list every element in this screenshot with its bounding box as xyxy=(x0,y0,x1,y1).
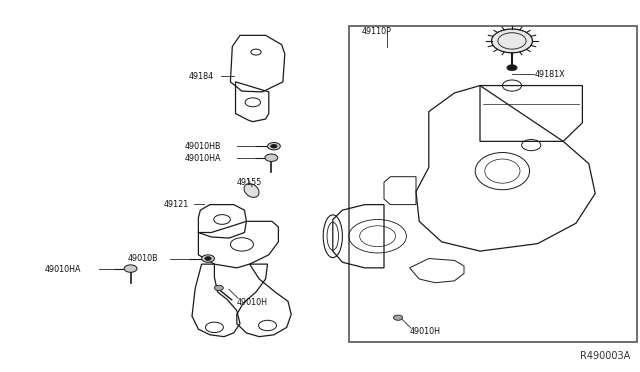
Circle shape xyxy=(271,144,277,148)
Circle shape xyxy=(394,315,403,320)
Text: 49010HA: 49010HA xyxy=(184,154,221,163)
Text: 49010HB: 49010HB xyxy=(184,142,221,151)
Circle shape xyxy=(268,142,280,150)
Text: 49155: 49155 xyxy=(237,178,262,187)
Text: 49121: 49121 xyxy=(163,200,188,209)
Text: 49184: 49184 xyxy=(189,72,214,81)
Text: R490003A: R490003A xyxy=(580,351,630,361)
Circle shape xyxy=(265,154,278,161)
Circle shape xyxy=(492,29,532,53)
Circle shape xyxy=(205,257,211,260)
Circle shape xyxy=(214,285,223,291)
Text: 49110P: 49110P xyxy=(362,27,392,36)
Ellipse shape xyxy=(244,183,259,198)
Text: 49010HA: 49010HA xyxy=(45,265,81,274)
Circle shape xyxy=(507,65,517,71)
Text: 49010B: 49010B xyxy=(128,254,159,263)
Text: 49010H: 49010H xyxy=(410,327,440,336)
Text: 49181X: 49181X xyxy=(534,70,565,79)
Text: 49010H: 49010H xyxy=(237,298,268,307)
Circle shape xyxy=(202,255,214,262)
Circle shape xyxy=(124,265,137,272)
Bar xyxy=(349,26,637,342)
